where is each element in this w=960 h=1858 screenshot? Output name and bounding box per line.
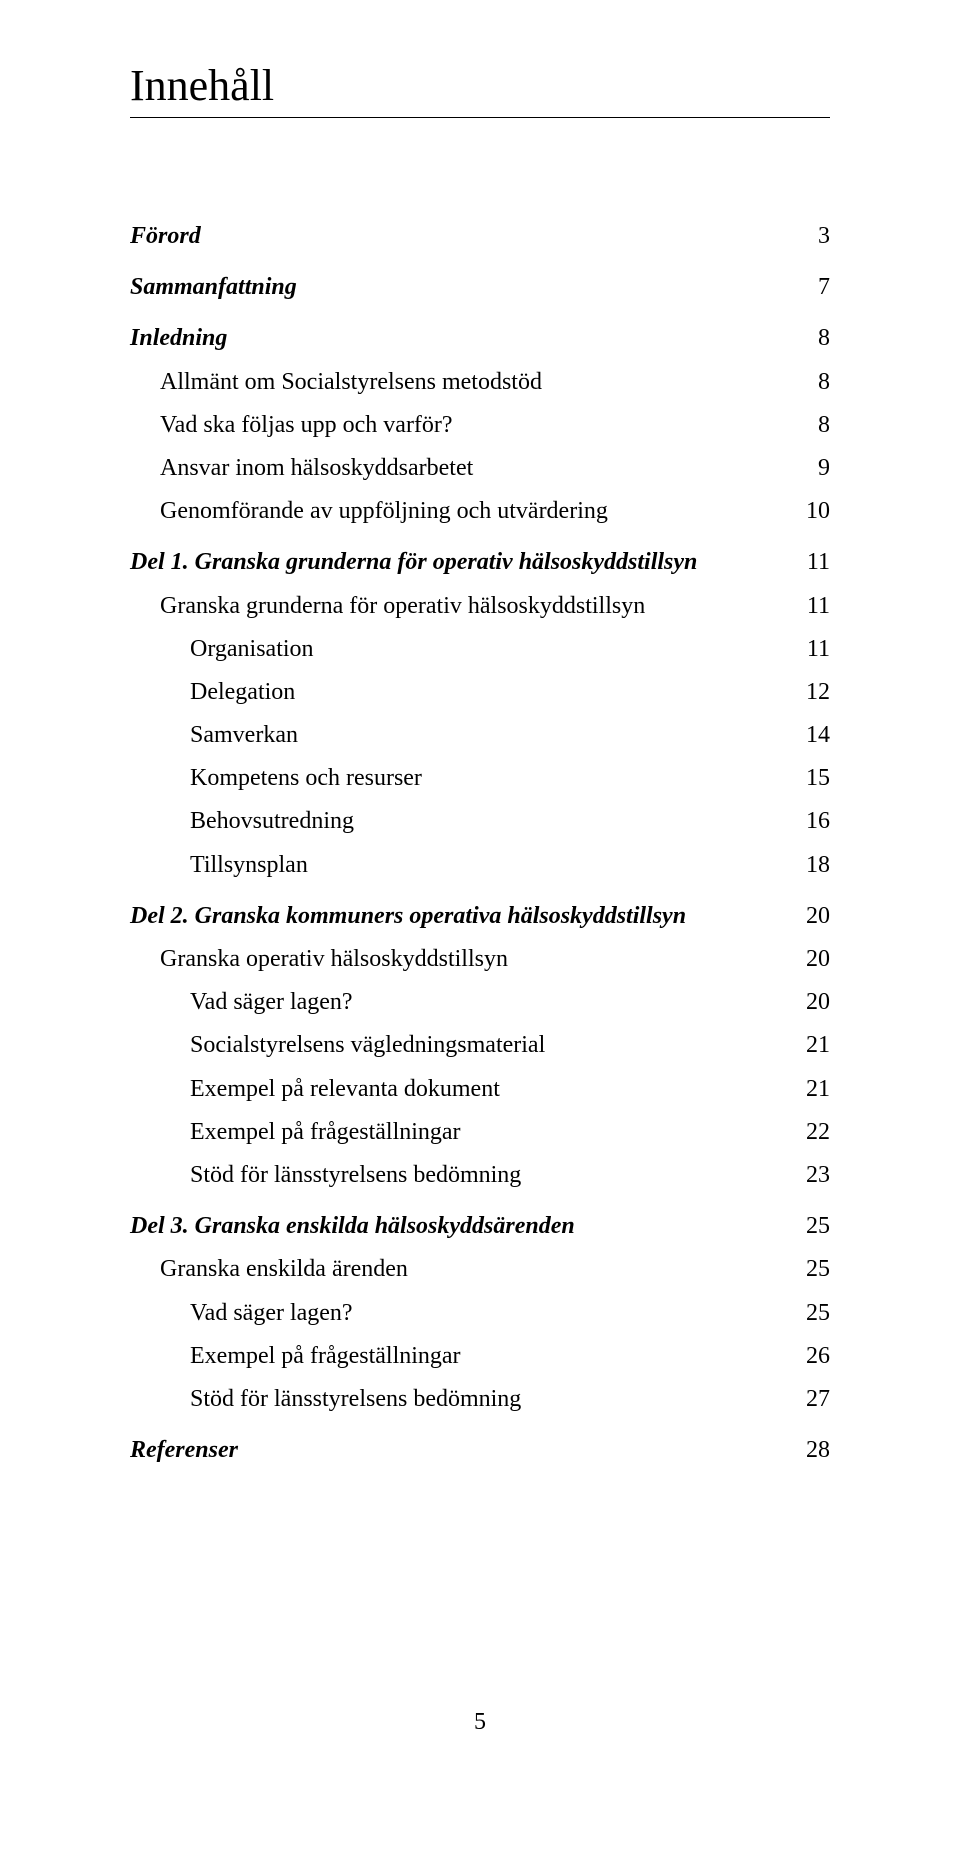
toc-entry-label: Exempel på relevanta dokument (190, 1071, 806, 1108)
toc-entry: Delegation12 (130, 674, 830, 711)
toc-entry-page: 11 (807, 631, 830, 668)
toc-entry-page: 3 (818, 218, 830, 255)
toc-entry: Ansvar inom hälsoskyddsarbetet9 (130, 450, 830, 487)
toc-entry-page: 22 (806, 1114, 830, 1151)
toc-entry-label: Granska grunderna för operativ hälsoskyd… (160, 588, 807, 625)
toc-entry-label: Del 2. Granska kommuners operativa hälso… (130, 898, 806, 935)
toc-entry-label: Förord (130, 218, 818, 255)
toc-entry-page: 11 (807, 544, 830, 581)
toc-entry: Socialstyrelsens vägledningsmaterial21 (130, 1027, 830, 1064)
toc-entry-page: 25 (806, 1295, 830, 1332)
toc-entry-label: Samverkan (190, 717, 806, 754)
toc-entry-page: 8 (818, 407, 830, 444)
toc-entry-page: 21 (806, 1071, 830, 1108)
page-title: Innehåll (130, 60, 830, 111)
toc-entry: Sammanfattning7 (130, 269, 830, 306)
toc-entry-label: Inledning (130, 320, 818, 357)
toc-entry-page: 21 (806, 1027, 830, 1064)
toc-entry-page: 18 (806, 847, 830, 884)
toc-entry: Organisation11 (130, 631, 830, 668)
toc-entry: Vad säger lagen?20 (130, 984, 830, 1021)
toc-entry: Exempel på frågeställningar22 (130, 1114, 830, 1151)
toc-entry-label: Vad säger lagen? (190, 984, 806, 1021)
toc-entry: Del 3. Granska enskilda hälsoskyddsärend… (130, 1208, 830, 1245)
toc-entry: Inledning8 (130, 320, 830, 357)
toc-entry-page: 7 (818, 269, 830, 306)
toc-entry-label: Stöd för länsstyrelsens bedömning (190, 1157, 806, 1194)
toc-entry: Referenser28 (130, 1432, 830, 1469)
toc-entry-page: 25 (806, 1251, 830, 1288)
toc-entry: Exempel på relevanta dokument21 (130, 1071, 830, 1108)
title-underline (130, 117, 830, 118)
toc-entry-label: Vad ska följas upp och varför? (160, 407, 818, 444)
toc-entry: Granska enskilda ärenden25 (130, 1251, 830, 1288)
toc-entry-page: 23 (806, 1157, 830, 1194)
toc-entry-label: Del 1. Granska grunderna för operativ hä… (130, 544, 807, 581)
toc-entry-page: 12 (806, 674, 830, 711)
toc-entry: Stöd för länsstyrelsens bedömning27 (130, 1381, 830, 1418)
toc-entry-label: Vad säger lagen? (190, 1295, 806, 1332)
toc-entry-page: 14 (806, 717, 830, 754)
toc-entry-label: Granska enskilda ärenden (160, 1251, 806, 1288)
toc-entry: Vad ska följas upp och varför?8 (130, 407, 830, 444)
page-number: 5 (130, 1709, 830, 1736)
toc-entry-page: 25 (806, 1208, 830, 1245)
toc-entry: Tillsynsplan18 (130, 847, 830, 884)
toc-entry-label: Exempel på frågeställningar (190, 1114, 806, 1151)
toc-entry-page: 20 (806, 941, 830, 978)
toc-entry: Granska grunderna för operativ hälsoskyd… (130, 588, 830, 625)
toc-entry-page: 10 (806, 493, 830, 530)
toc-entry: Samverkan14 (130, 717, 830, 754)
table-of-contents: Förord3Sammanfattning7Inledning8Allmänt … (130, 218, 830, 1469)
toc-entry: Del 2. Granska kommuners operativa hälso… (130, 898, 830, 935)
toc-entry-label: Genomförande av uppföljning och utvärder… (160, 493, 806, 530)
toc-entry-page: 15 (806, 760, 830, 797)
toc-entry-label: Granska operativ hälsoskyddstillsyn (160, 941, 806, 978)
toc-entry-page: 8 (818, 364, 830, 401)
toc-entry-page: 27 (806, 1381, 830, 1418)
toc-entry-label: Socialstyrelsens vägledningsmaterial (190, 1027, 806, 1064)
toc-entry-page: 26 (806, 1338, 830, 1375)
toc-entry-label: Allmänt om Socialstyrelsens metodstöd (160, 364, 818, 401)
toc-entry-label: Ansvar inom hälsoskyddsarbetet (160, 450, 818, 487)
toc-entry: Vad säger lagen?25 (130, 1295, 830, 1332)
toc-entry-page: 20 (806, 898, 830, 935)
toc-entry-page: 8 (818, 320, 830, 357)
toc-entry-label: Referenser (130, 1432, 806, 1469)
toc-entry-page: 16 (806, 803, 830, 840)
toc-entry-label: Kompetens och resurser (190, 760, 806, 797)
toc-entry: Allmänt om Socialstyrelsens metodstöd8 (130, 364, 830, 401)
toc-entry-page: 28 (806, 1432, 830, 1469)
toc-entry: Behovsutredning16 (130, 803, 830, 840)
toc-entry: Kompetens och resurser15 (130, 760, 830, 797)
toc-entry-label: Exempel på frågeställningar (190, 1338, 806, 1375)
toc-entry: Förord3 (130, 218, 830, 255)
toc-entry-label: Organisation (190, 631, 807, 668)
toc-entry-label: Delegation (190, 674, 806, 711)
toc-entry: Genomförande av uppföljning och utvärder… (130, 493, 830, 530)
toc-entry-label: Behovsutredning (190, 803, 806, 840)
toc-entry-page: 9 (818, 450, 830, 487)
toc-entry-label: Stöd för länsstyrelsens bedömning (190, 1381, 806, 1418)
toc-entry: Exempel på frågeställningar26 (130, 1338, 830, 1375)
toc-entry: Del 1. Granska grunderna för operativ hä… (130, 544, 830, 581)
toc-entry-page: 11 (807, 588, 830, 625)
toc-entry: Stöd för länsstyrelsens bedömning23 (130, 1157, 830, 1194)
toc-entry-label: Tillsynsplan (190, 847, 806, 884)
toc-entry-label: Del 3. Granska enskilda hälsoskyddsärend… (130, 1208, 806, 1245)
toc-entry-page: 20 (806, 984, 830, 1021)
toc-entry-label: Sammanfattning (130, 269, 818, 306)
toc-entry: Granska operativ hälsoskyddstillsyn20 (130, 941, 830, 978)
